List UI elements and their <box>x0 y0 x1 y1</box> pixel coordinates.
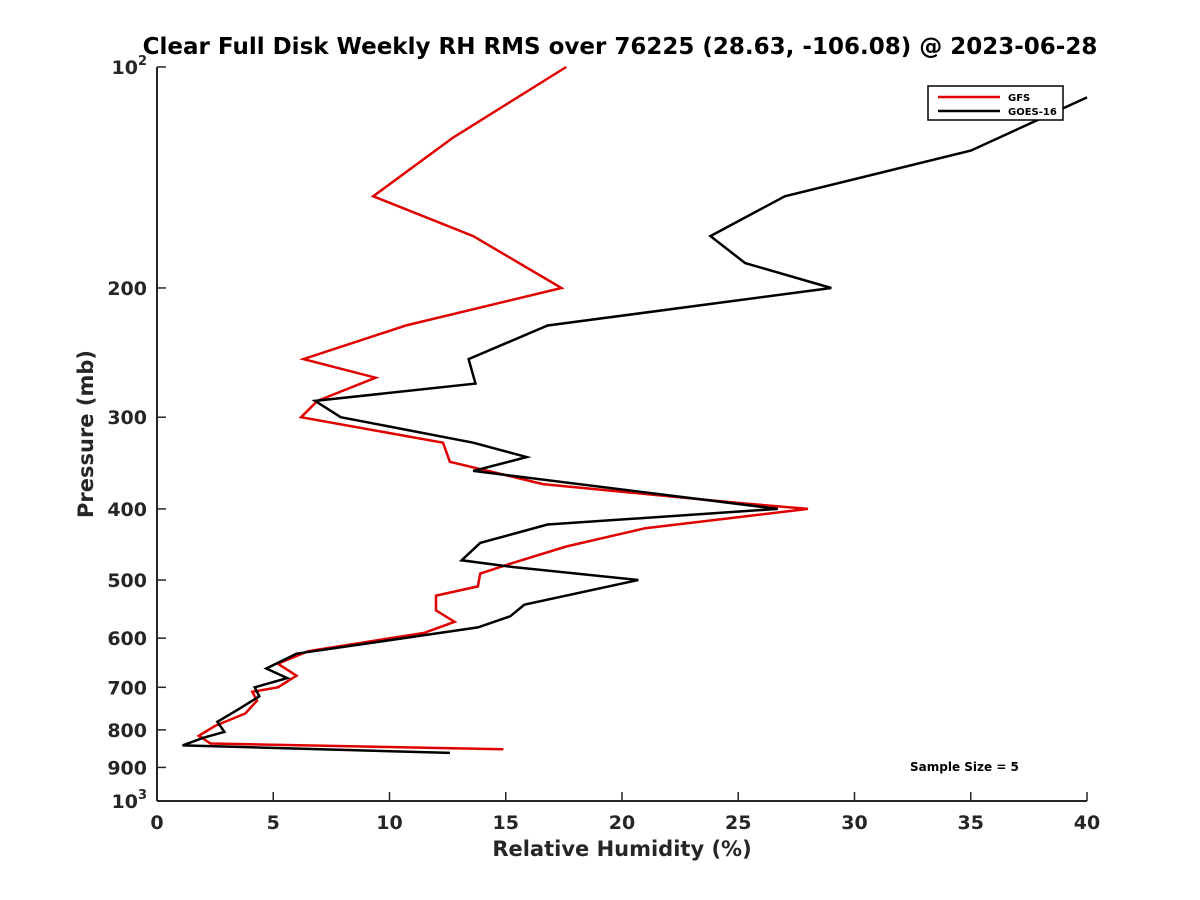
x-tick-label: 15 <box>493 812 519 834</box>
legend: GFS GOES-16 <box>927 85 1064 121</box>
x-tick-label: 30 <box>841 812 867 834</box>
y-tick-label: 300 <box>107 407 147 429</box>
y-tick-exponent: 2 <box>138 54 147 69</box>
y-tick-label: 600 <box>107 628 147 650</box>
x-tick-label: 10 <box>376 812 402 834</box>
y-tick-label: 900 <box>107 757 147 779</box>
x-axis-label: Relative Humidity (%) <box>492 837 751 861</box>
series-line-goes16 <box>182 96 1088 755</box>
x-tick-label: 35 <box>958 812 984 834</box>
y-tick-label: 700 <box>107 677 147 699</box>
x-tick-label: 20 <box>609 812 635 834</box>
x-ticks: 0 5 10 15 20 25 30 35 40 <box>150 792 1100 834</box>
y-tick-label: 400 <box>107 499 147 521</box>
y-tick-label: 800 <box>107 720 147 742</box>
legend-label-goes16: GOES-16 <box>1008 107 1057 118</box>
series-line-gfs <box>196 65 809 751</box>
y-tick-label: 103 <box>112 788 148 813</box>
x-tick-label: 40 <box>1074 812 1100 834</box>
sample-size-annotation: Sample Size = 5 <box>910 760 1019 774</box>
y-tick-base: 10 <box>112 791 138 813</box>
legend-box <box>927 85 1064 121</box>
y-tick-label: 200 <box>107 278 147 300</box>
legend-label-gfs: GFS <box>1008 93 1030 104</box>
x-tick-label: 0 <box>150 812 163 834</box>
x-tick-label: 25 <box>725 812 751 834</box>
y-tick-base: 10 <box>112 57 138 79</box>
series <box>182 65 1088 755</box>
y-tick-exponent: 3 <box>138 788 147 803</box>
y-tick-label: 102 <box>112 54 148 79</box>
x-tick-label: 5 <box>267 812 280 834</box>
y-tick-label: 500 <box>107 570 147 592</box>
chart-title: Clear Full Disk Weekly RH RMS over 76225… <box>143 34 1098 60</box>
y-axis-label: Pressure (mb) <box>74 350 98 518</box>
